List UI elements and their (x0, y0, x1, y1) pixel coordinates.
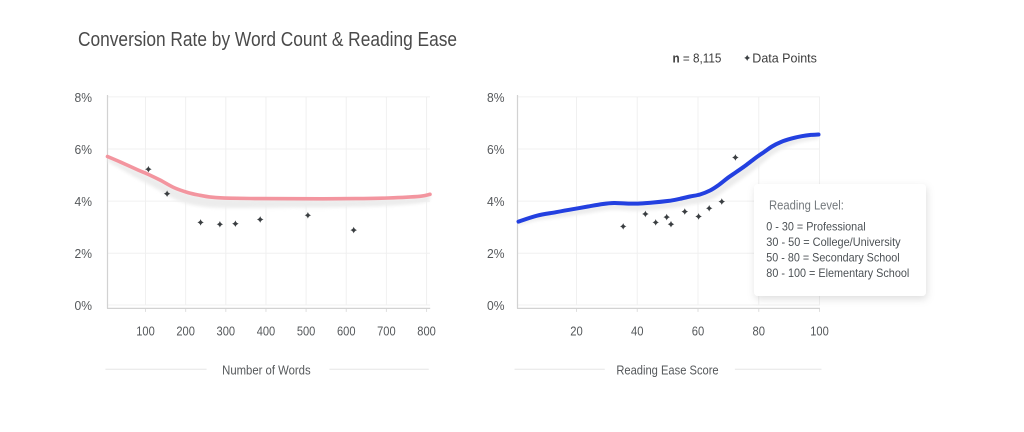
svg-text:80: 80 (753, 324, 766, 339)
svg-text:100: 100 (810, 324, 829, 339)
svg-text:100: 100 (136, 324, 155, 339)
svg-text:Reading Level:: Reading Level: (769, 198, 844, 213)
svg-text:60: 60 (692, 324, 705, 339)
svg-text:200: 200 (176, 324, 195, 339)
svg-text:n = 8,115: n = 8,115 (673, 51, 722, 66)
svg-text:20: 20 (570, 324, 583, 339)
svg-text:Number of Words: Number of Words (222, 363, 311, 378)
svg-text:Data Points: Data Points (752, 51, 817, 66)
svg-text:300: 300 (217, 324, 236, 339)
svg-text:50 - 80 = Secondary School: 50 - 80 = Secondary School (766, 251, 899, 265)
svg-text:0%: 0% (487, 298, 505, 313)
svg-text:0%: 0% (75, 298, 93, 313)
svg-text:40: 40 (631, 324, 644, 339)
svg-text:600: 600 (337, 324, 356, 339)
svg-text:Reading Ease Score: Reading Ease Score (616, 363, 718, 378)
svg-text:800: 800 (417, 324, 436, 339)
svg-text:30 - 50 = College/University: 30 - 50 = College/University (766, 235, 900, 249)
svg-text:8%: 8% (487, 90, 505, 105)
svg-text:2%: 2% (487, 246, 505, 261)
svg-text:700: 700 (377, 324, 396, 339)
svg-text:400: 400 (257, 324, 276, 339)
svg-text:80 - 100 = Elementary School: 80 - 100 = Elementary School (766, 266, 909, 280)
svg-text:Conversion Rate by Word Count: Conversion Rate by Word Count & Reading … (78, 29, 457, 51)
svg-text:500: 500 (297, 324, 316, 339)
svg-text:8%: 8% (75, 90, 93, 105)
svg-text:2%: 2% (75, 246, 93, 261)
svg-text:0 - 30 = Professional: 0 - 30 = Professional (766, 220, 865, 234)
svg-text:6%: 6% (487, 142, 505, 157)
svg-text:6%: 6% (75, 142, 93, 157)
svg-text:4%: 4% (487, 194, 505, 209)
svg-text:4%: 4% (75, 194, 93, 209)
